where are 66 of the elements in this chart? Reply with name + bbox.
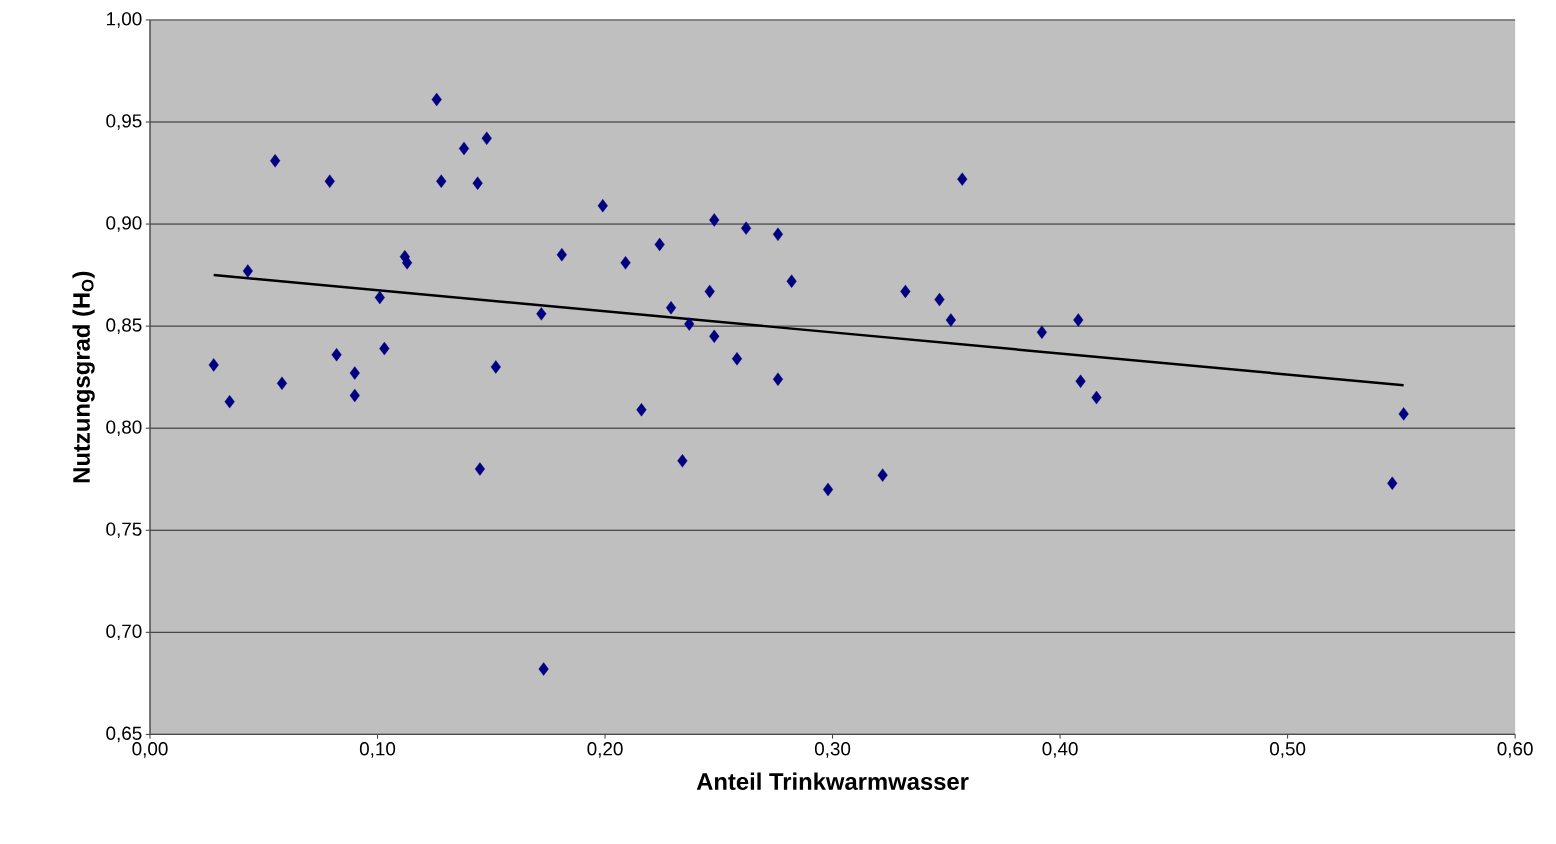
point: [1387, 476, 1398, 490]
point: [472, 176, 483, 190]
y-tick-label: 0,75: [106, 522, 142, 539]
point: [704, 284, 715, 299]
y-tick-label: 0,85: [106, 318, 142, 334]
x-tick-label: 0,10: [359, 742, 396, 758]
x-tick-label: 0,60: [1497, 742, 1533, 758]
point: [597, 199, 608, 213]
point: [431, 92, 442, 107]
point: [620, 256, 631, 270]
y-tick-label: 0,90: [106, 216, 142, 232]
point: [772, 372, 784, 386]
y-tick-label: 1,00: [106, 12, 142, 28]
point: [436, 174, 447, 188]
point: [458, 141, 470, 156]
point: [709, 213, 720, 227]
y-axis-title: Nutzungsgrad (H$_{O}$): [72, 271, 95, 483]
point: [665, 301, 677, 315]
point: [349, 388, 360, 403]
x-axis-title: Anteil Trinkwarmwasser: [696, 772, 969, 790]
point: [349, 366, 360, 380]
point: [374, 290, 385, 305]
y-tick-label: 0,65: [106, 726, 142, 743]
point: [208, 358, 219, 372]
point: [270, 154, 281, 168]
y-tick-label: 0,70: [106, 624, 142, 641]
point: [684, 317, 695, 331]
point: [945, 313, 956, 327]
point: [402, 256, 413, 270]
point: [741, 221, 752, 235]
point: [1091, 390, 1102, 405]
x-tick-label: 0,30: [814, 742, 851, 758]
x-tick-label: 0,50: [1269, 742, 1306, 758]
point: [636, 403, 647, 417]
point: [242, 264, 253, 278]
point: [224, 394, 235, 409]
point: [957, 172, 968, 186]
point: [538, 662, 549, 676]
point: [822, 482, 834, 497]
y-tick-label: 0,80: [106, 420, 142, 436]
point: [1073, 313, 1084, 327]
point: [731, 352, 743, 366]
x-tick-label: 0,00: [132, 742, 168, 758]
x-tick-label: 0,20: [587, 742, 623, 758]
point: [379, 341, 390, 356]
point: [877, 468, 888, 482]
point: [1398, 407, 1409, 421]
point: [786, 274, 797, 288]
point: [772, 227, 784, 241]
y-tick-label: 0,95: [106, 114, 142, 130]
point: [536, 307, 547, 321]
point: [900, 284, 911, 299]
point: [1036, 325, 1047, 339]
point: [276, 376, 288, 390]
point: [709, 329, 720, 343]
point: [474, 462, 485, 476]
point: [331, 348, 342, 362]
point: [677, 454, 688, 468]
point: [490, 360, 501, 374]
point: [556, 248, 567, 262]
point: [1075, 374, 1086, 388]
point: [481, 131, 492, 145]
point: [324, 174, 335, 188]
point: [654, 237, 665, 252]
x-tick-label: 0,40: [1042, 742, 1078, 758]
point: [934, 292, 945, 307]
